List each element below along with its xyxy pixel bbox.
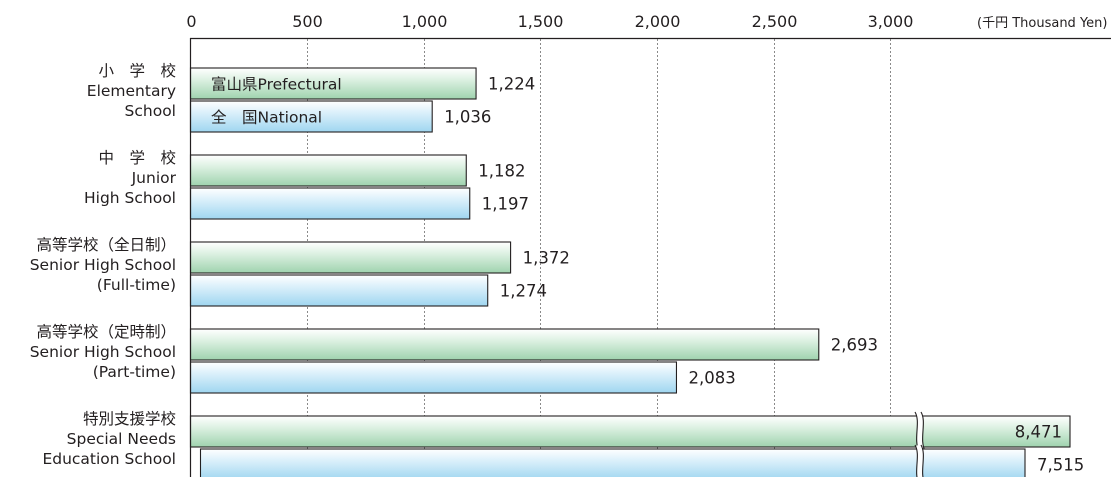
bar-value-label: 8,471 xyxy=(1015,423,1062,442)
unit-label: (千円 Thousand Yen) xyxy=(977,16,1107,31)
category-label-line: Junior xyxy=(131,169,177,187)
category-label-line: 小 学 校 xyxy=(98,62,176,80)
category-label-line: Elementary xyxy=(87,82,176,100)
bar xyxy=(189,361,678,394)
axis-break-mark xyxy=(920,411,926,452)
category-label-line: Senior High School xyxy=(30,256,176,274)
category-label-line: Education School xyxy=(42,450,176,468)
bar xyxy=(189,241,512,274)
bar xyxy=(189,100,433,133)
bar xyxy=(189,187,471,220)
category-label-line: Senior High School xyxy=(30,343,176,361)
x-tick-label: 3,000 xyxy=(868,12,914,31)
bar xyxy=(189,274,489,307)
x-tick-label: 500 xyxy=(292,12,323,31)
x-tick-label: 2,000 xyxy=(635,12,681,31)
category-label-line: 高等学校（全日制） xyxy=(36,236,176,254)
bar-value-label: 1,274 xyxy=(500,282,547,301)
category-label-line: 高等学校（定時制） xyxy=(36,323,176,341)
x-tick-label: 2,500 xyxy=(752,12,798,31)
bar xyxy=(199,448,1026,477)
x-tick-label: 0 xyxy=(186,12,196,31)
category-label-line: Special Needs xyxy=(67,430,176,448)
x-tick-label: 1,000 xyxy=(402,12,448,31)
bars: 1,224 1,182 1,372 2,693 8,471 1,036 1,197 1,274… xyxy=(189,67,1084,477)
bar xyxy=(189,415,1071,448)
bar xyxy=(189,154,467,187)
category-label-line: School xyxy=(125,102,176,120)
bar-value-label: 1,197 xyxy=(482,195,529,214)
category-label-line: 中 学 校 xyxy=(98,149,176,167)
category-label-line: High School xyxy=(84,189,176,207)
bar xyxy=(189,67,477,100)
bar-value-label: 1,182 xyxy=(478,162,525,181)
x-axis-ticks: 0 500 1,000 1,500 2,000 2,500 3,000 xyxy=(186,12,913,31)
bar-value-label: 1,372 xyxy=(523,249,570,268)
axis-break-mark xyxy=(914,444,918,477)
bar-value-label: 1,224 xyxy=(488,75,535,94)
bar-value-label: 2,693 xyxy=(831,336,878,355)
category-label-line: (Part-time) xyxy=(93,363,176,381)
legend-entry: 全 国National xyxy=(211,109,322,127)
bar-value-label: 2,083 xyxy=(688,369,735,388)
axis-break-mark xyxy=(920,444,924,477)
legend-entry: 富山県Prefectural xyxy=(211,76,342,94)
bar xyxy=(189,328,820,361)
category-label-line: 特別支援学校 xyxy=(83,410,176,428)
category-labels: 小 学 校 Elementary School 中 学 校 Junior High Sch… xyxy=(30,62,177,468)
x-tick-label: 1,500 xyxy=(518,12,564,31)
bar-value-label: 1,036 xyxy=(444,108,491,127)
category-label-line: (Full-time) xyxy=(97,276,176,294)
bar-value-label: 7,515 xyxy=(1037,456,1084,475)
axis-break-mark xyxy=(915,443,923,477)
